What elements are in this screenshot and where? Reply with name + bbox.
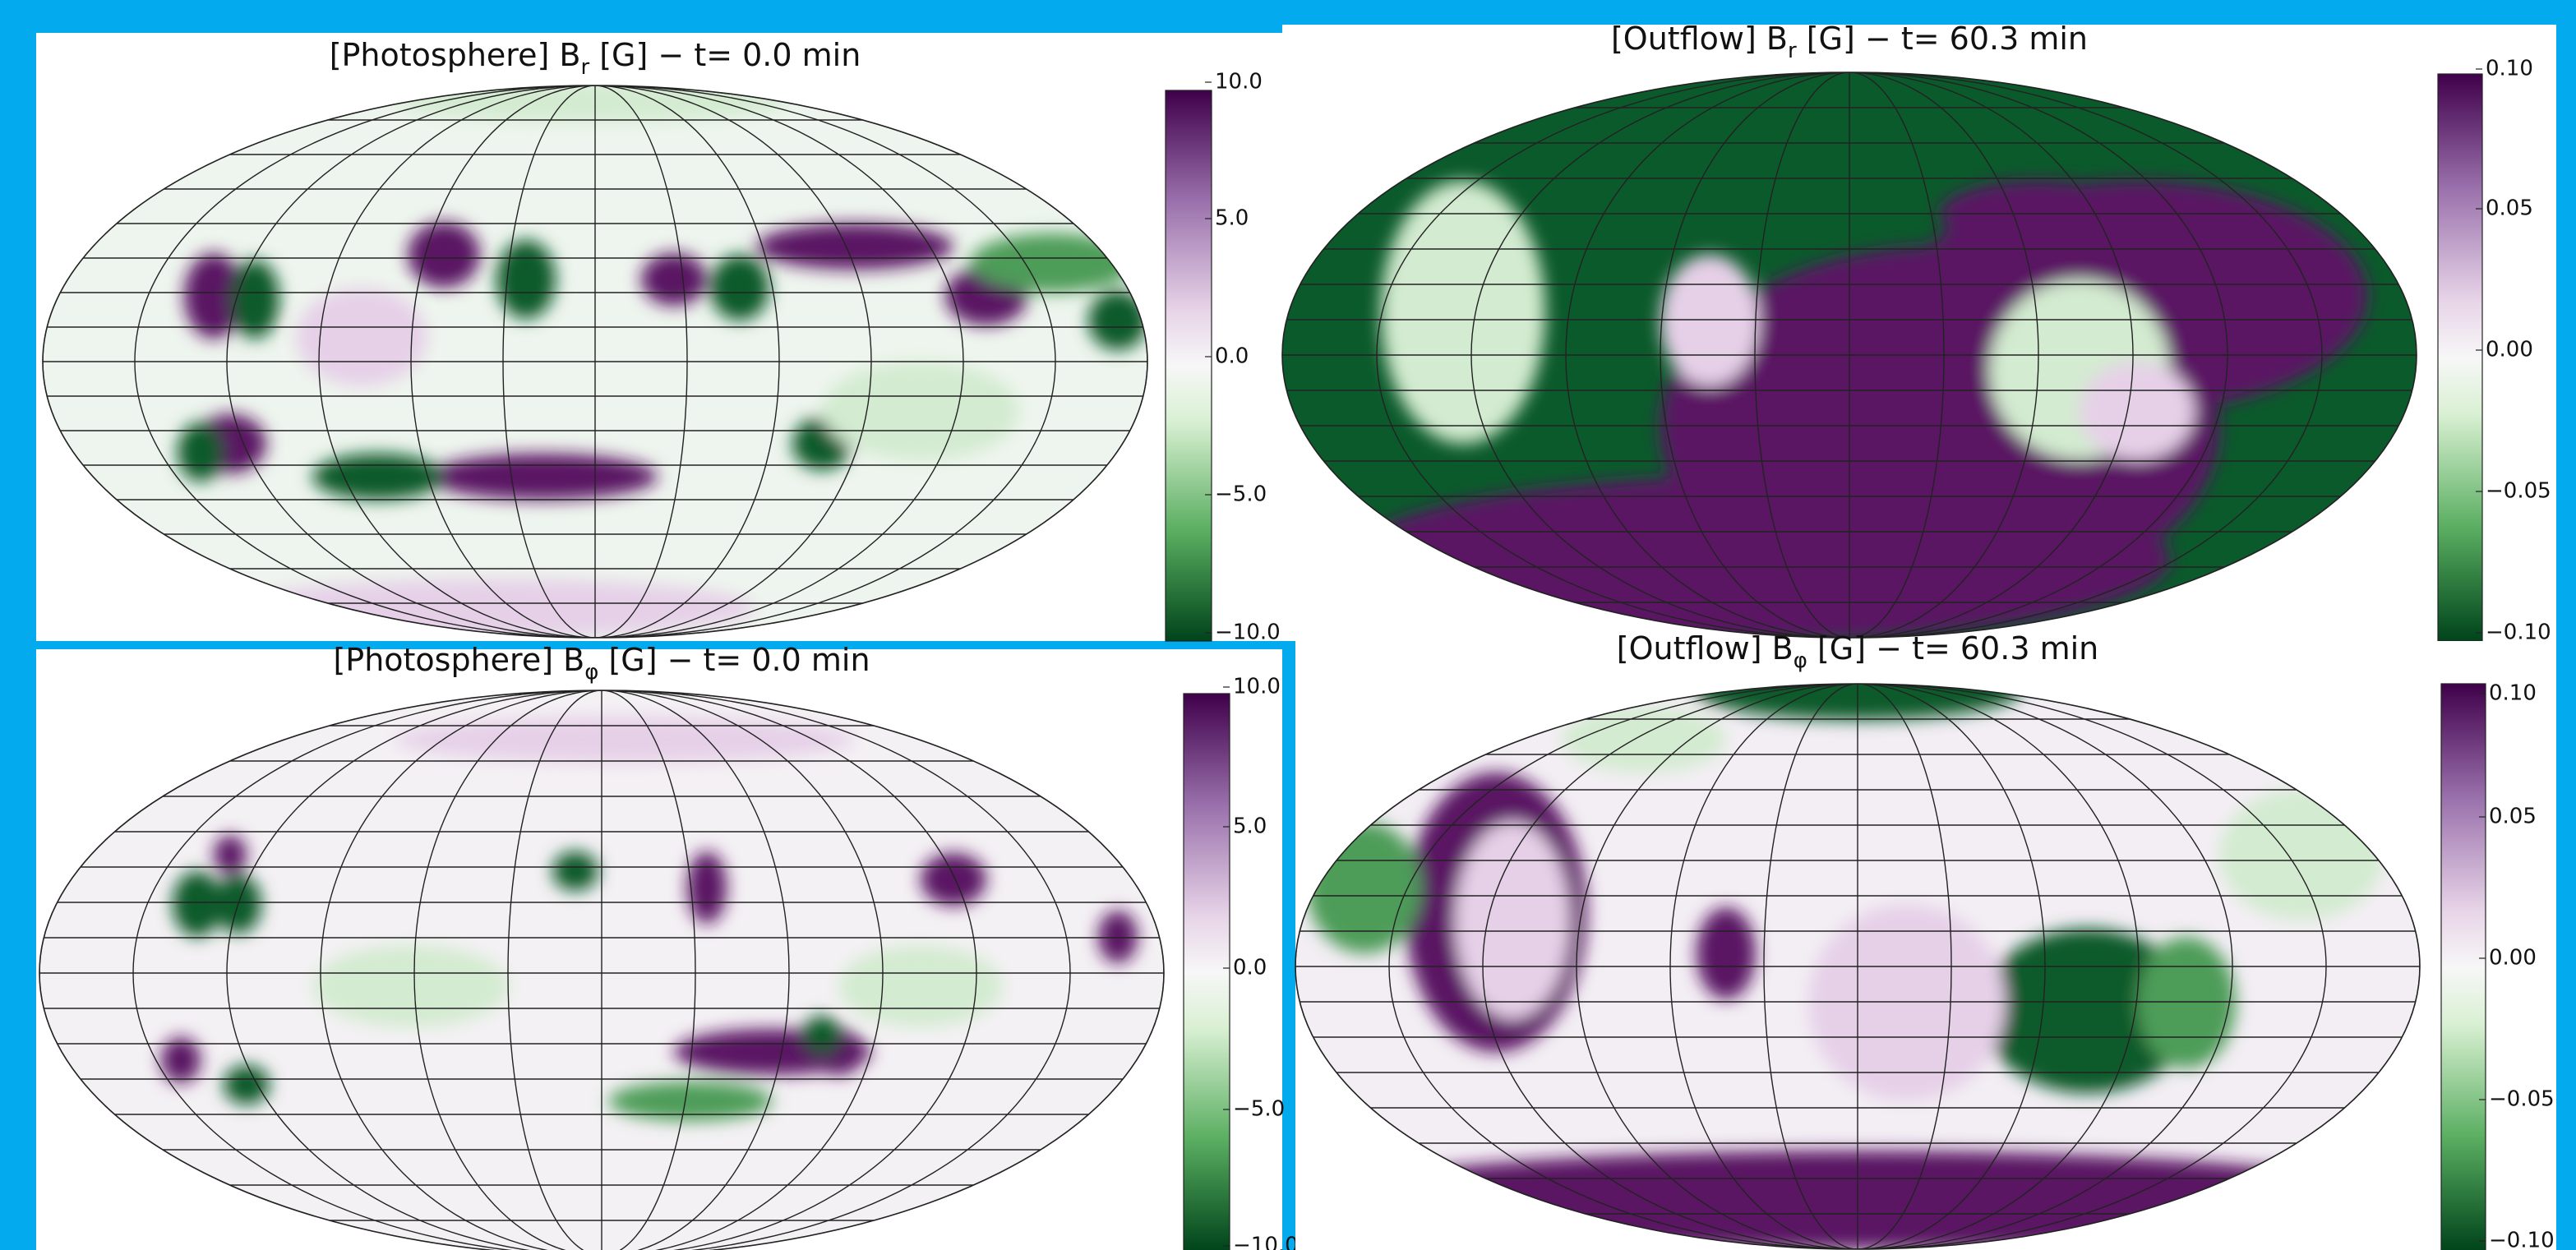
colorbar-tick-label: 5.0 [1233,814,1267,839]
field-patch [756,224,953,270]
colorbar [1166,90,1212,641]
field-patch [1808,904,2006,1101]
title-suffix: [G] − t= 0.0 min [598,642,870,678]
field-patch [395,717,855,763]
title-prefix: [Photosphere] B [333,642,584,678]
panel: [Photosphere] Bφ [G] − t= 0.0 min 10.0 5.0… [36,642,1299,1250]
colorbar-tick-label: 0.05 [2486,196,2533,221]
colorbar-tick-label: 10.0 [1233,675,1281,699]
colorbar-tick-label: −0.05 [2489,1087,2555,1112]
panel: [Outflow] Bφ [G] − t= 60.3 min 0.10 0.05 0.… [1295,630,2556,1250]
field-patch [641,253,707,306]
field-patch [214,835,247,874]
panel: [Photosphere] Br [G] − t= 0.0 min 10.0 5.0… [36,33,1282,645]
colorbar-tick-label: 0.0 [1215,344,1249,369]
field-patch [921,853,986,906]
field-patch [173,871,222,937]
colorbar [2441,684,2486,1250]
colorbar-tick-label: −0.05 [2486,479,2551,504]
figure: [Photosphere] Br [G] − t= 0.0 min10.05.0… [0,0,2576,1250]
field-patch [224,1065,270,1105]
field-patch [1697,907,1756,999]
colorbar-tick-label: −0.10 [2489,1229,2555,1250]
title-subscript: r [580,55,589,80]
colorbar-tick-label: 0.10 [2486,57,2533,81]
colorbar-tick-label: 0.00 [2486,338,2533,362]
title-subscript: φ [1794,648,1807,673]
colorbar [1184,694,1230,1250]
field-patch [312,454,444,500]
colorbar-tick-label: −10.0 [1233,1234,1299,1250]
logo-placeholder [1332,82,1406,148]
colorbar-tick-label: −5.0 [1233,1097,1285,1122]
field-patch [2080,362,2195,460]
colorbar-tick-label: 0.00 [2489,946,2537,971]
title-suffix: [G] − t= 60.3 min [1807,630,2098,667]
field-patch [608,1082,773,1121]
field-patch [822,362,1019,460]
field-patch [1381,181,1545,444]
field-patch [802,1016,842,1055]
field-patch [178,422,224,482]
panel: [Outflow] Br [G] − t= 60.3 min 0.10 0.05 0.… [1282,21,2556,645]
field-patch [1098,911,1138,963]
field-patch [296,288,427,386]
colorbar-tick-label: 0.05 [2489,805,2537,829]
map [43,82,1147,638]
map [1282,72,2417,641]
colorbar [2438,74,2482,641]
title-prefix: [Photosphere] B [330,37,581,73]
title-subscript: r [1788,39,1797,63]
field-patch [838,945,1003,1027]
field-patch [408,222,480,288]
colorbar-tick-label: 0.10 [2489,681,2537,706]
colorbar-tick-label: 5.0 [1215,206,1249,231]
title-suffix: [G] − t= 0.0 min [589,37,861,73]
logo-placeholder [85,707,159,773]
field-patch [552,851,598,891]
colorbar-tick-label: 10.0 [1215,70,1263,95]
logo-placeholder [1345,699,1419,764]
field-patch [427,454,658,500]
map [39,690,1164,1250]
logo-placeholder [85,90,159,156]
title-prefix: [Outflow] B [1611,21,1788,57]
colorbar-tick-label: −5.0 [1215,482,1267,507]
field-patch [312,945,510,1027]
field-patch [2137,937,2236,1068]
field-patch [710,255,769,321]
title-subscript: φ [584,660,598,685]
title-suffix: [G] − t= 60.3 min [1797,21,2088,57]
title-prefix: [Outflow] B [1617,630,1794,667]
colorbar-tick-label: −10.0 [1215,620,1281,645]
field-patch [1455,822,1570,1019]
colorbar-tick-label: 0.0 [1233,956,1267,980]
field-patch [1660,255,1759,386]
